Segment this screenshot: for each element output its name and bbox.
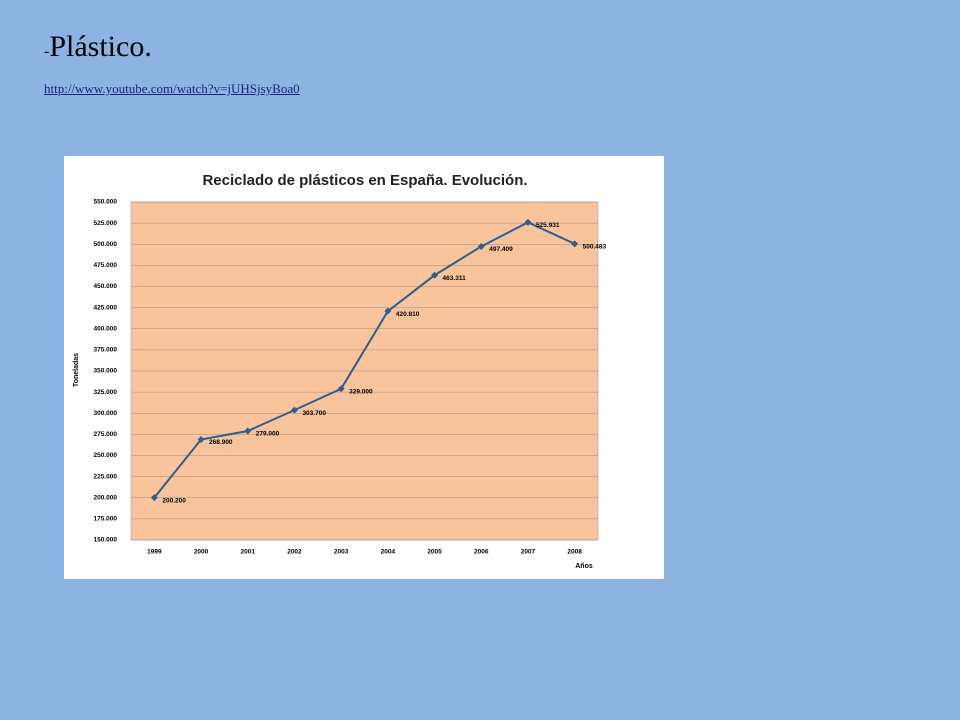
title-text: Plástico. xyxy=(49,30,152,63)
x-tick-label: 2002 xyxy=(287,549,302,556)
y-tick-label: 500.000 xyxy=(94,241,118,248)
marker xyxy=(431,271,439,279)
y-tick-label: 300.000 xyxy=(94,410,118,417)
y-axis-label: Toneladas xyxy=(73,353,80,387)
y-tick-label: 150.000 xyxy=(94,537,118,544)
y-tick-label: 525.000 xyxy=(94,220,118,227)
chart-title: Reciclado de plásticos en España. Evoluc… xyxy=(202,172,527,189)
data-label: 329.000 xyxy=(349,388,373,395)
y-tick-label: 325.000 xyxy=(94,389,118,396)
data-line xyxy=(153,221,576,499)
y-tick-label: 400.000 xyxy=(94,325,118,332)
x-tick-label: 2008 xyxy=(567,549,582,556)
title-prefix: - xyxy=(44,43,50,60)
marker xyxy=(524,218,532,226)
x-tick-label: 2007 xyxy=(521,549,536,556)
x-tick-label: 2003 xyxy=(334,549,349,556)
x-tick-label: 2001 xyxy=(241,549,256,556)
y-tick-label: 275.000 xyxy=(94,431,118,438)
data-label: 268.900 xyxy=(209,439,233,446)
marker xyxy=(244,427,252,435)
y-tick-label: 450.000 xyxy=(94,283,118,290)
y-tick-label: 250.000 xyxy=(94,452,118,459)
marker xyxy=(290,406,298,414)
data-label: 420.810 xyxy=(396,311,420,318)
x-tick-label: 1999 xyxy=(147,549,162,556)
data-label: 463.311 xyxy=(443,275,467,282)
data-label: 200.200 xyxy=(162,497,186,504)
y-tick-label: 475.000 xyxy=(94,262,118,269)
link[interactable]: http://www.youtube.com/watch?v=jUHSjsyBo… xyxy=(44,81,300,96)
data-label: 497.409 xyxy=(489,246,513,253)
slide-title: -Plástico. xyxy=(44,30,152,64)
marker xyxy=(477,242,485,250)
x-tick-label: 2006 xyxy=(474,549,489,556)
marker xyxy=(571,240,579,248)
marker xyxy=(150,494,158,502)
y-tick-label: 225.000 xyxy=(94,473,118,480)
x-tick-label: 2000 xyxy=(194,549,209,556)
y-tick-label: 425.000 xyxy=(94,304,118,311)
y-tick-label: 375.000 xyxy=(94,347,118,354)
marker xyxy=(197,436,205,444)
y-tick-label: 175.000 xyxy=(94,516,118,523)
data-label: 303.700 xyxy=(302,410,326,417)
x-tick-label: 2005 xyxy=(427,549,442,556)
y-tick-label: 350.000 xyxy=(94,368,118,375)
data-label: 500.483 xyxy=(583,244,607,251)
marker xyxy=(337,385,345,393)
data-label: 525.931 xyxy=(536,222,560,229)
y-tick-label: 550.000 xyxy=(94,199,118,206)
data-label: 279.000 xyxy=(256,431,280,438)
marker xyxy=(384,307,392,315)
y-tick-label: 200.000 xyxy=(94,494,118,501)
x-tick-label: 2004 xyxy=(381,549,396,556)
x-axis-label: Años xyxy=(575,563,593,570)
